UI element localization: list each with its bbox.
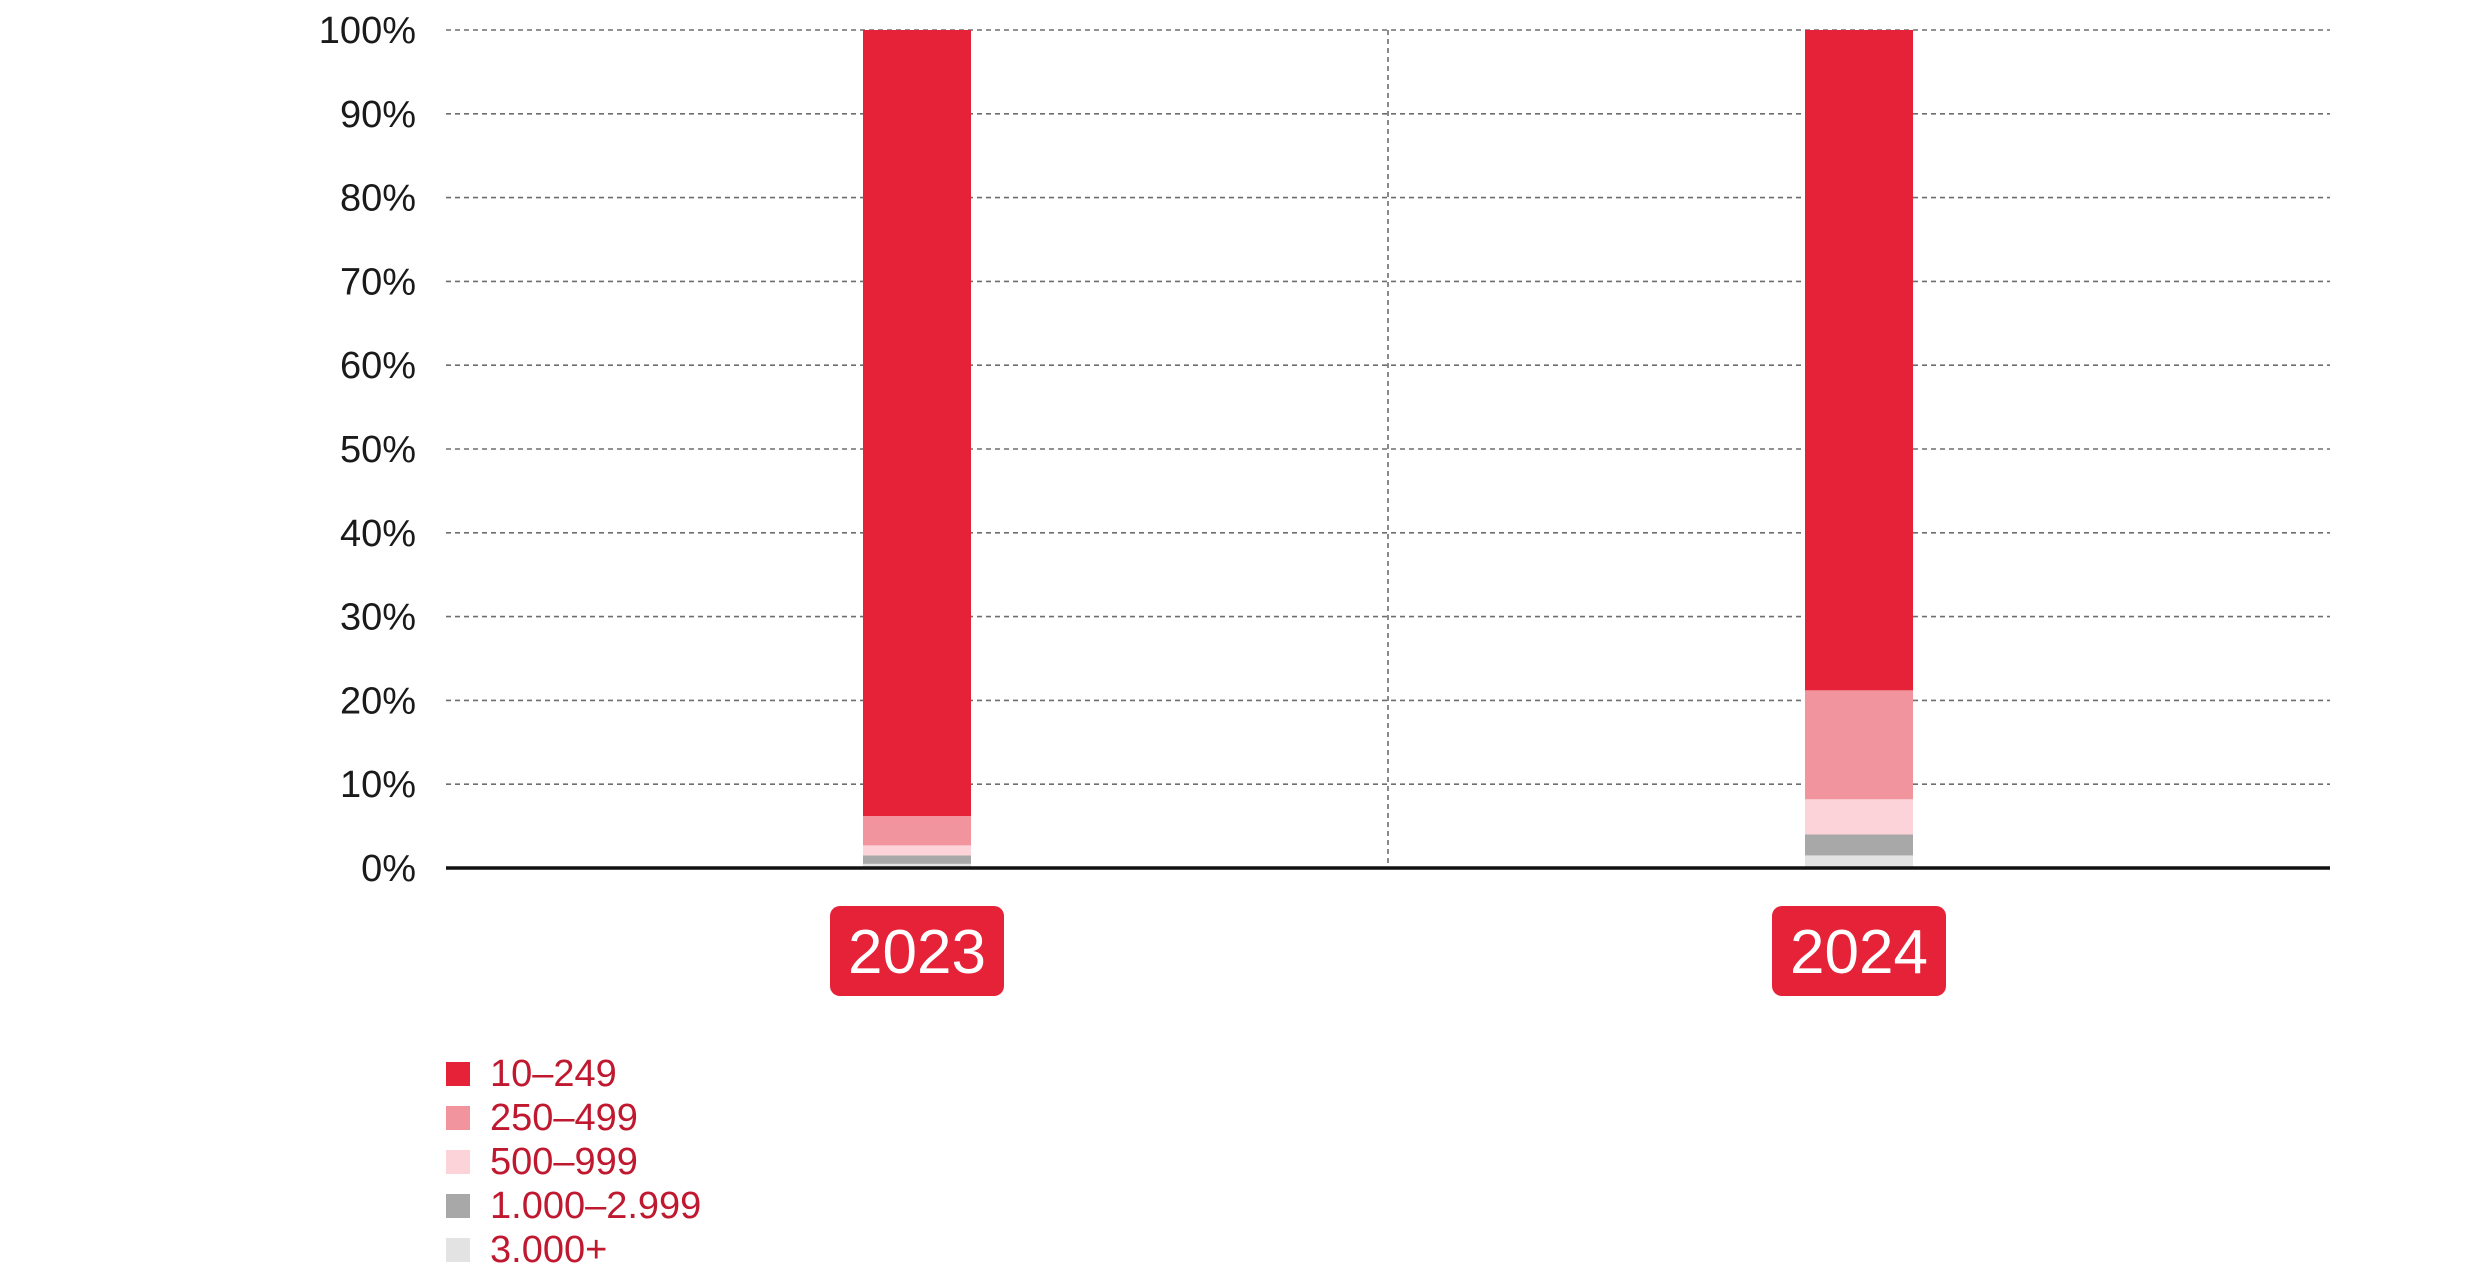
y-tick-label: 80% — [340, 178, 416, 220]
bar-segment — [1805, 30, 1913, 691]
legend-label: 500–999 — [490, 1141, 638, 1183]
legend-swatch — [446, 1062, 470, 1086]
legend-label: 250–499 — [490, 1097, 638, 1139]
bar-segment — [863, 855, 971, 864]
category-label: 2024 — [1790, 918, 1928, 987]
bar-segment — [1805, 799, 1913, 835]
y-tick-label: 20% — [340, 680, 416, 722]
bar-segment — [863, 845, 971, 856]
legend-item: 10–249 — [446, 1052, 701, 1096]
legend-label: 1.000–2.999 — [490, 1185, 702, 1227]
y-tick-label: 70% — [340, 261, 416, 303]
legend-item: 500–999 — [446, 1140, 701, 1184]
y-tick-label: 60% — [340, 345, 416, 387]
legend-swatch — [446, 1150, 470, 1174]
y-tick-label: 50% — [340, 429, 416, 471]
legend: 10–249 250–499 500–999 1.000–2.999 3.000+ — [446, 1052, 701, 1272]
legend-item: 1.000–2.999 — [446, 1184, 701, 1228]
y-axis-ticks: 0% 10% 20% 30% 40% 50% 60% 70% 80% 90% 100% — [319, 10, 416, 890]
legend-swatch — [446, 1106, 470, 1130]
category-label-box — [1772, 906, 1946, 996]
legend-label: 3.000+ — [490, 1229, 608, 1271]
y-tick-label: 40% — [340, 513, 416, 555]
y-tick-label: 90% — [340, 94, 416, 136]
bar-segment — [1805, 834, 1913, 856]
bar-segment — [863, 863, 971, 868]
category-label: 2023 — [848, 918, 986, 987]
bar-segment — [863, 30, 971, 817]
bars — [863, 30, 1913, 868]
legend-swatch — [446, 1194, 470, 1218]
y-tick-label: 100% — [319, 10, 416, 52]
y-tick-label: 10% — [340, 764, 416, 806]
legend-label: 10–249 — [490, 1053, 617, 1095]
category-labels: 2023 2024 — [830, 906, 1946, 996]
legend-item: 3.000+ — [446, 1228, 701, 1272]
category-label-box — [830, 906, 1004, 996]
bar-segment — [863, 816, 971, 846]
y-tick-label: 30% — [340, 597, 416, 639]
legend-item: 250–499 — [446, 1096, 701, 1140]
grid-lines — [446, 29, 2330, 868]
legend-swatch — [446, 1238, 470, 1262]
bar-segment — [1805, 855, 1913, 868]
bar-segment — [1805, 690, 1913, 800]
y-tick-label: 0% — [361, 848, 416, 890]
